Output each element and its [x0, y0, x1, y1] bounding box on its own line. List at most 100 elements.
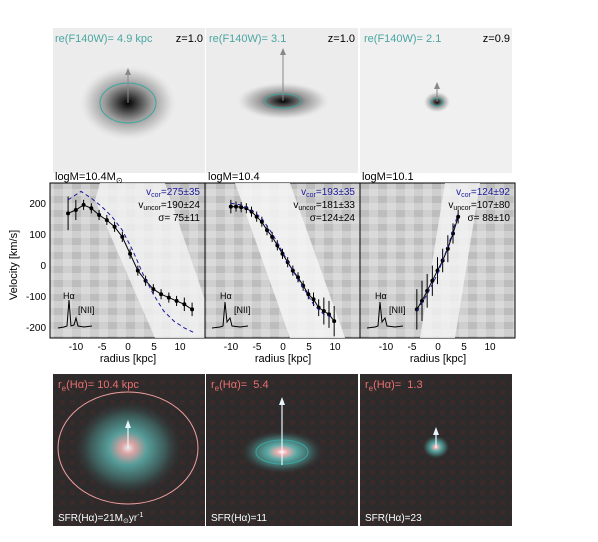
x-tick-label: -5: [408, 342, 417, 353]
rotation-panel-1: vcor=275±35 vuncor=190±24 σ= 75±11 Hα [N…: [49, 182, 206, 339]
data-point: [430, 278, 435, 283]
model-curve: [416, 213, 459, 312]
plot-area: [66, 190, 195, 334]
sfr-label: SFR(Hα)=23: [365, 513, 422, 524]
data-point: [296, 275, 300, 280]
data-point: [151, 287, 156, 292]
sfr-label: SFR(Hα)=21M⊙yr-1: [58, 512, 144, 525]
data-point: [128, 251, 133, 256]
arrowhead: [433, 427, 439, 435]
sfr-label: SFR(Hα)=11: [211, 513, 267, 524]
bottom-row: re(Hα)= 10.4 kpc SFR(Hα)=21M⊙yr-1 re(Hα)…: [53, 374, 512, 526]
sigma-label: σ= 88±10: [467, 213, 510, 224]
data-point: [112, 224, 117, 229]
z-label: z=1.0: [176, 33, 203, 45]
halpha-label: Hα: [375, 291, 387, 301]
mass-label: logM=10.1: [362, 171, 414, 183]
data-point: [159, 292, 164, 297]
data-point: [234, 204, 238, 209]
x-tick-label: -10: [379, 342, 394, 353]
data-point: [182, 302, 187, 307]
x-tick-label: 0: [280, 342, 286, 353]
y-tick-label: 0: [40, 261, 46, 272]
nii-label: [NII]: [78, 305, 95, 315]
re-label: re(Hα)= 5.4: [211, 379, 269, 393]
y-tick-labels: 200 100 0 -100 -200: [26, 199, 46, 334]
data-point: [306, 292, 311, 297]
x-tick-label: 5: [306, 342, 312, 353]
z-label: z=1.0: [328, 33, 355, 45]
x-tick-label: -5: [98, 342, 107, 353]
data-point: [228, 204, 233, 209]
data-point: [174, 298, 179, 303]
nii-label: [NII]: [389, 305, 406, 315]
re-label: re(Hα)= 10.4 kpc: [58, 379, 139, 393]
plot-area: [228, 199, 337, 337]
data-point: [445, 246, 450, 251]
halpha-panel-1: re(Hα)= 10.4 kpc SFR(Hα)=21M⊙yr-1: [53, 374, 205, 526]
data-point: [321, 309, 326, 314]
arrowhead: [279, 397, 285, 405]
top-panel-3: re(F140W)= 2.1 z=0.9 logM=10.1: [360, 28, 512, 183]
re-label: re(F140W)= 4.9 kpc: [55, 33, 153, 45]
halpha-panel-3: re(Hα)= 1.3 SFR(Hα)=23: [360, 374, 512, 526]
arrowhead: [125, 68, 131, 75]
arrowhead: [280, 48, 286, 55]
vcor-label: vcor=193±35: [301, 187, 355, 199]
data-point: [254, 214, 259, 219]
velocity-map-band: [420, 183, 480, 338]
data-point: [120, 234, 125, 239]
data-point: [97, 213, 102, 218]
y-axis-label: Velocity [km/s]: [8, 230, 20, 300]
x-tick-label: 10: [174, 342, 186, 353]
halpha-panel-2: re(Hα)= 5.4 SFR(Hα)=11: [206, 374, 358, 526]
vuncor-label: vuncor=107±80: [448, 200, 510, 212]
plot-area: [414, 209, 461, 330]
data-point: [414, 307, 419, 312]
model-curve: [230, 202, 335, 319]
mass-label: logM=10.4M⊙: [55, 171, 123, 185]
vuncor-label: vuncor=181±33: [293, 200, 355, 212]
data-point: [456, 214, 461, 219]
vcor-label: vcor=124±92: [456, 187, 510, 199]
effective-radius-ellipse: [57, 391, 199, 505]
x-axis-label: radius [kpc]: [255, 353, 311, 365]
data-point: [435, 268, 440, 273]
data-point: [81, 202, 86, 207]
top-panel-1: re(F140W)= 4.9 kpc z=1.0 logM=10.4M⊙: [53, 28, 205, 185]
re-label: re(Hα)= 1.3: [365, 379, 423, 393]
halpha-label: Hα: [63, 291, 75, 301]
data-point: [420, 298, 424, 303]
y-tick-label: -200: [26, 323, 46, 334]
data-point: [239, 205, 244, 210]
data-point: [135, 268, 140, 273]
re-label: re(F140W)= 3.1: [209, 33, 286, 45]
data-point: [66, 211, 71, 216]
y-tick-label: 100: [29, 230, 46, 241]
nii-label: [NII]: [234, 305, 251, 315]
x-tick-label: -5: [253, 342, 262, 353]
x-axis-label: radius [kpc]: [410, 353, 466, 365]
data-point: [265, 228, 269, 233]
vuncor-label: vuncor=190±24: [138, 200, 200, 212]
mass-label: logM=10.4: [208, 171, 260, 183]
x-tick-label: 0: [125, 342, 131, 353]
data-point: [190, 307, 195, 312]
top-row: re(F140W)= 4.9 kpc z=1.0 logM=10.4M⊙ re(…: [53, 28, 512, 185]
x-tick-label: 10: [484, 342, 496, 353]
x-tick-label: -10: [224, 342, 239, 353]
top-panel-2: re(F140W)= 3.1 z=1.0 logM=10.4: [206, 28, 358, 183]
x-tick-label: 5: [151, 342, 157, 353]
x-axis-label: radius [kpc]: [100, 353, 156, 365]
x-tick-label: -10: [69, 342, 84, 353]
sigma-label: σ=124±24: [310, 213, 356, 224]
re-label: re(F140W)= 2.1: [364, 33, 441, 45]
x-tick-labels: -10 -5 0 5 10 -10 -5 0 5 10 -10 -5 0 5 1…: [69, 342, 496, 353]
data-point: [89, 206, 94, 211]
data-point: [73, 207, 78, 212]
arrowhead: [434, 82, 440, 89]
data-point: [166, 295, 171, 300]
y-tick-label: 200: [29, 199, 46, 210]
model-curve: [67, 190, 195, 334]
spectrum-inset: [57, 299, 93, 329]
